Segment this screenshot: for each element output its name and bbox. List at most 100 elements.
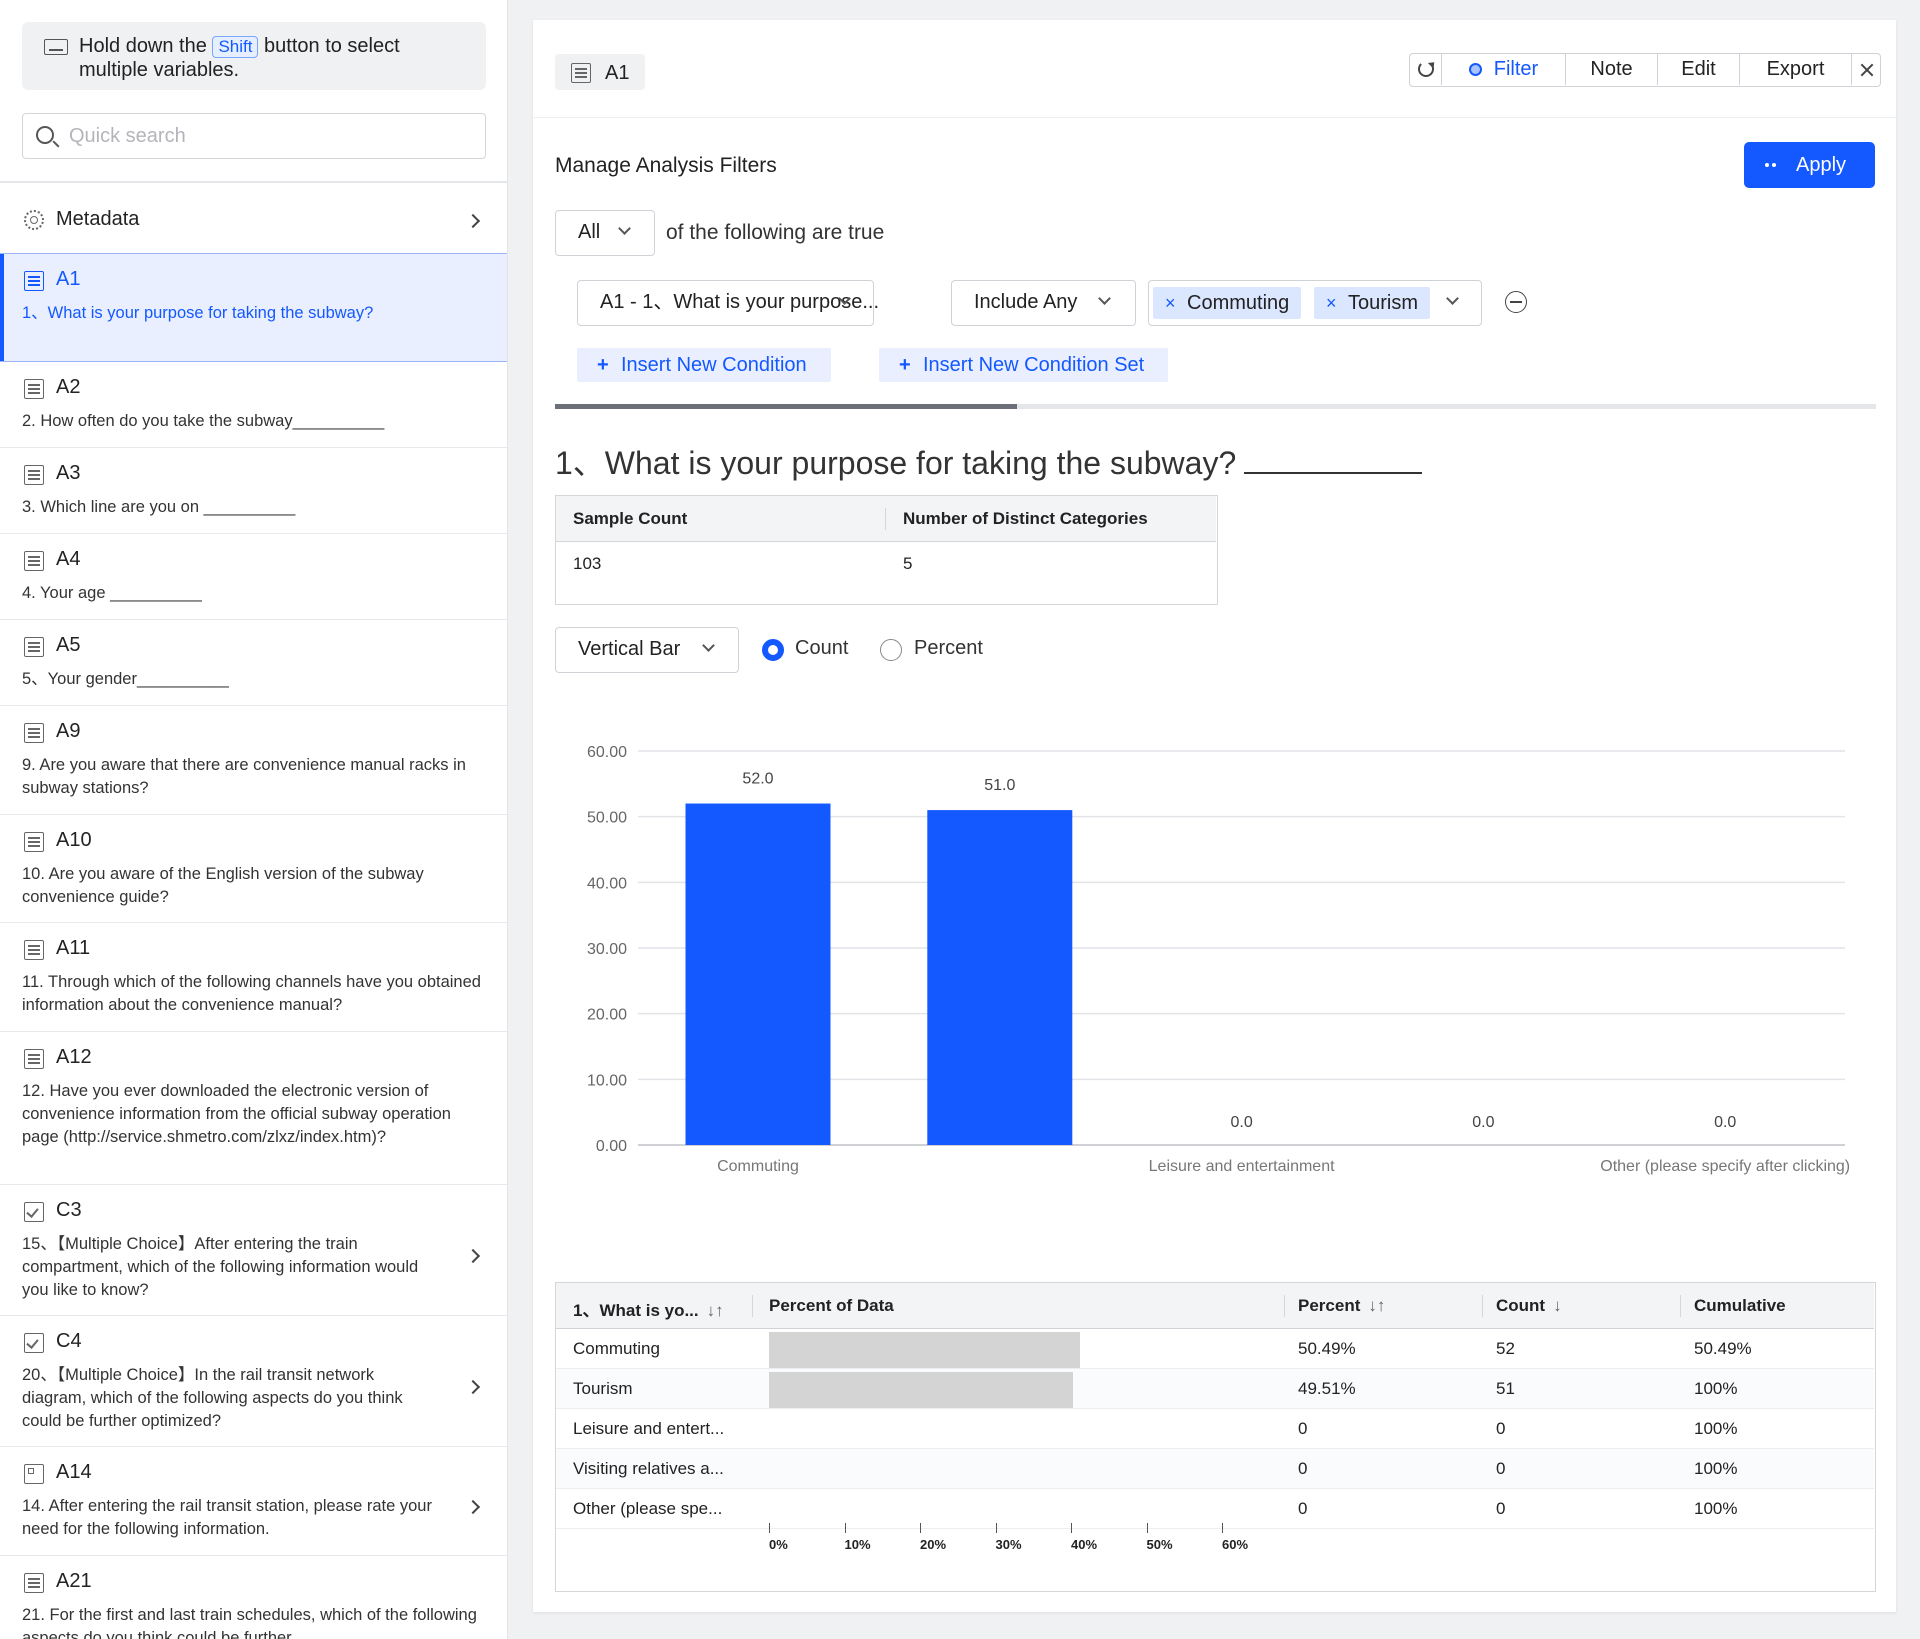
- match-select-value: All: [578, 221, 601, 243]
- axis-tick-label: 50%: [1146, 1537, 1173, 1552]
- sample-count-header: Sample Count: [573, 509, 688, 528]
- sidebar-item-code: A2: [56, 376, 81, 398]
- sidebar-item-code: A4: [56, 548, 81, 570]
- sidebar-item-question: 2. How often do you take the subway_____…: [22, 412, 385, 430]
- cell-percent: 49.51%: [1298, 1379, 1356, 1398]
- condition-values-select[interactable]: × Commuting × Tourism: [1148, 280, 1482, 326]
- analysis-panel: A1 Filter Note Edit Export Manage Analys…: [533, 20, 1896, 1612]
- bar-1[interactable]: [927, 810, 1073, 1145]
- table-header: 1、What is yo... ↓↑ Percent of Data Percen…: [556, 1283, 1874, 1329]
- chart-type-select[interactable]: Vertical Bar: [555, 627, 739, 673]
- hint-text-line2: multiple variables.: [79, 59, 240, 81]
- apply-button[interactable]: Apply: [1744, 142, 1875, 188]
- search-icon: [36, 126, 54, 144]
- percent-radio[interactable]: [880, 639, 902, 661]
- y-tick-label: 50.00: [587, 810, 627, 827]
- chip-commuting[interactable]: × Commuting: [1153, 287, 1302, 319]
- remove-chip-icon[interactable]: ×: [1165, 293, 1176, 313]
- cell-count: 0: [1496, 1459, 1506, 1478]
- sidebar-item-question: 1、What is your purpose for taking the su…: [22, 304, 374, 322]
- percent-bar: [769, 1332, 1080, 1368]
- note-button[interactable]: Note: [1566, 54, 1658, 85]
- y-tick-label: 60.00: [587, 744, 627, 761]
- sidebar-item-a12[interactable]: A12 12. Have you ever downloaded the elec…: [0, 1032, 507, 1185]
- sidebar-item-code: A21: [56, 1570, 92, 1592]
- list-icon: [24, 379, 44, 399]
- col-category[interactable]: 1、What is yo... ↓↑: [573, 1301, 724, 1320]
- sidebar-item-c3[interactable]: C3 15、【Multiple Choice】After entering the…: [0, 1185, 507, 1316]
- sidebar-item-a2[interactable]: A2 2. How often do you take the subway___…: [0, 362, 507, 448]
- export-button[interactable]: Export: [1740, 54, 1852, 85]
- question-title-text: 1、What is your purpose for taking the su…: [555, 445, 1237, 481]
- cell-count: 0: [1496, 1419, 1506, 1438]
- cell-cumulative: 100%: [1694, 1379, 1738, 1398]
- cell-count: 52: [1496, 1339, 1515, 1358]
- axis-tick: [920, 1523, 921, 1533]
- cell-cumulative: 100%: [1694, 1459, 1738, 1478]
- bar-value-label: 0.0: [1230, 1114, 1252, 1131]
- cell-category: Commuting: [573, 1339, 660, 1358]
- condition-operator-select[interactable]: Include Any: [951, 280, 1136, 326]
- cell-cumulative: 100%: [1694, 1499, 1738, 1518]
- edit-button[interactable]: Edit: [1658, 54, 1740, 85]
- sidebar-item-a14[interactable]: A14 14. After entering the rail transit s…: [0, 1447, 507, 1556]
- table-row[interactable]: Tourism 49.51% 51 100%: [556, 1369, 1874, 1409]
- chevron-down-icon: [618, 222, 631, 235]
- cell-cumulative: 50.49%: [1694, 1339, 1752, 1358]
- grid-icon: [24, 1464, 44, 1484]
- col-count[interactable]: Count ↓: [1496, 1296, 1562, 1315]
- chip-tourism[interactable]: × Tourism: [1314, 287, 1431, 319]
- sidebar-item-question: 14. After entering the rail transit stat…: [22, 1497, 432, 1538]
- search-input[interactable]: [69, 122, 469, 150]
- sidebar-item-a11[interactable]: A11 11. Through which of the following ch…: [0, 923, 507, 1032]
- sidebar-item-code: A5: [56, 634, 81, 656]
- filters-title: Manage Analysis Filters: [555, 154, 777, 177]
- remove-chip-icon[interactable]: ×: [1326, 293, 1337, 313]
- apply-label: Apply: [1796, 154, 1847, 176]
- col-percent[interactable]: Percent ↓↑: [1298, 1296, 1386, 1315]
- sidebar-item-a21[interactable]: A21 21. For the first and last train sche…: [0, 1556, 507, 1639]
- axis-tick: [1071, 1523, 1072, 1533]
- table-row[interactable]: Other (please spe... 0 0 100%: [556, 1489, 1874, 1529]
- sidebar-item-a3[interactable]: A3 3. Which line are you on __________: [0, 448, 507, 534]
- percent-axis: 0% 10% 20% 30% 40% 50% 60%: [556, 1523, 1874, 1563]
- match-select[interactable]: All: [555, 210, 655, 256]
- close-button[interactable]: [1852, 54, 1880, 85]
- distinct-header: Number of Distinct Categories: [903, 509, 1148, 528]
- sort-icon: ↓↑: [1368, 1296, 1386, 1315]
- table-row[interactable]: Leisure and entert... 0 0 100%: [556, 1409, 1874, 1449]
- remove-condition-icon[interactable]: [1505, 291, 1527, 313]
- sidebar-item-question: 5、Your gender__________: [22, 670, 229, 688]
- cell-category: Tourism: [573, 1379, 633, 1398]
- count-radio[interactable]: [762, 639, 784, 661]
- bar-0[interactable]: [685, 803, 831, 1145]
- condition-variable-select[interactable]: A1 - 1、What is your purpose...: [577, 280, 879, 326]
- sidebar-item-c4[interactable]: C4 20、【Multiple Choice】In the rail transi…: [0, 1316, 507, 1447]
- sidebar-item-a5[interactable]: A5 5、Your gender__________: [0, 620, 507, 706]
- sample-count-value: 103: [573, 554, 602, 573]
- cell-percent: 0: [1298, 1419, 1308, 1438]
- quick-search: [22, 113, 486, 159]
- filter-button[interactable]: Filter: [1442, 54, 1566, 85]
- hint-text-pre: Hold down the: [79, 35, 207, 57]
- refresh-button[interactable]: [1410, 54, 1442, 85]
- sidebar-item-a1[interactable]: A1 1、What is your purpose for taking the …: [0, 253, 507, 362]
- cell-category: Other (please spe...: [573, 1499, 723, 1518]
- metadata-row[interactable]: Metadata: [0, 196, 507, 252]
- table-row[interactable]: Visiting relatives a... 0 0 100%: [556, 1449, 1874, 1489]
- list-icon: [24, 1573, 44, 1593]
- shift-key-badge: Shift: [212, 36, 259, 58]
- sidebar-item-a9[interactable]: A9 9. Are you aware that there are conven…: [0, 706, 507, 815]
- shift-hint: Hold down the Shift button to select mul…: [22, 22, 486, 90]
- sidebar-item-question: 4. Your age __________: [22, 584, 202, 602]
- sidebar-item-a10[interactable]: A10 10. Are you aware of the English vers…: [0, 815, 507, 923]
- sidebar-item-code: A14: [56, 1461, 92, 1483]
- sidebar: Hold down the Shift button to select mul…: [0, 0, 508, 1639]
- axis-tick-label: 40%: [1071, 1537, 1098, 1552]
- insert-condition-button[interactable]: + Insert New Condition: [577, 348, 831, 382]
- stats-table: Sample Count Number of Distinct Categori…: [555, 495, 1218, 605]
- sidebar-item-a4[interactable]: A4 4. Your age __________: [0, 534, 507, 620]
- chevron-down-icon: [1446, 292, 1459, 305]
- table-row[interactable]: Commuting 50.49% 52 50.49%: [556, 1329, 1874, 1369]
- insert-condition-set-button[interactable]: + Insert New Condition Set: [879, 348, 1169, 382]
